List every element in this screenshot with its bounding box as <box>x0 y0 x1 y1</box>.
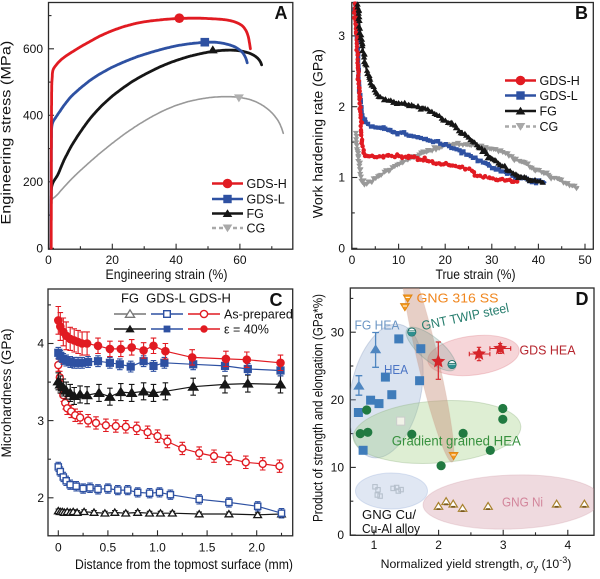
svg-text:1: 1 <box>338 171 345 185</box>
svg-text:Engineering stress (MPa): Engineering stress (MPa) <box>0 41 14 225</box>
svg-text:True strain (%): True strain (%) <box>436 267 516 282</box>
svg-text:20: 20 <box>106 253 120 267</box>
svg-text:FG HEA: FG HEA <box>355 319 401 333</box>
svg-text:GDS-L: GDS-L <box>247 192 285 206</box>
svg-text:Product of strength and elonga: Product of strength and elongation (GPa*… <box>311 294 326 522</box>
svg-text:Work hardening rate (GPa): Work hardening rate (GPa) <box>311 49 326 218</box>
svg-text:4: 4 <box>37 337 44 351</box>
svg-text:FG: FG <box>121 291 139 306</box>
svg-text:2: 2 <box>37 491 44 505</box>
svg-text:GDS-L: GDS-L <box>146 291 186 306</box>
svg-text:Cu-Al alloy: Cu-Al alloy <box>362 522 421 536</box>
svg-text:Engineering strain (%): Engineering strain (%) <box>106 267 228 282</box>
svg-text:0: 0 <box>45 253 52 267</box>
svg-text:2.0: 2.0 <box>248 541 265 555</box>
svg-text:GNG Cu/: GNG Cu/ <box>362 508 417 522</box>
svg-text:1.5: 1.5 <box>199 541 216 555</box>
svg-text:40: 40 <box>532 253 546 267</box>
svg-text:40: 40 <box>169 253 183 267</box>
svg-text:3: 3 <box>338 29 345 43</box>
svg-text:10: 10 <box>392 253 406 267</box>
svg-text:3: 3 <box>37 414 44 428</box>
svg-text:GDS HEA: GDS HEA <box>520 343 576 358</box>
svg-text:Gradient grained HEA: Gradient grained HEA <box>392 434 521 449</box>
svg-text:GNG 316 SS: GNG 316 SS <box>417 292 499 306</box>
svg-text:As-prepared: As-prepared <box>224 307 293 321</box>
svg-text:600: 600 <box>23 42 43 56</box>
svg-text:ε = 40%: ε = 40% <box>224 322 269 336</box>
svg-text:B: B <box>575 3 588 23</box>
svg-text:50: 50 <box>578 253 592 267</box>
svg-text:200: 200 <box>23 175 43 189</box>
svg-text:GDS-H: GDS-H <box>540 74 580 88</box>
svg-text:400: 400 <box>23 109 43 123</box>
svg-text:CG: CG <box>247 221 266 235</box>
svg-text:10: 10 <box>331 461 345 475</box>
svg-text:FG: FG <box>540 104 557 118</box>
svg-text:4: 4 <box>564 538 571 552</box>
svg-text:C: C <box>270 290 283 310</box>
svg-text:FG: FG <box>247 207 264 221</box>
svg-text:Distance from the topmost surf: Distance from the topmost surface (mm) <box>75 557 293 572</box>
svg-text:3: 3 <box>500 538 507 552</box>
svg-text:2: 2 <box>435 538 442 552</box>
svg-text:20: 20 <box>439 253 453 267</box>
svg-text:GDS-H: GDS-H <box>247 177 287 191</box>
svg-text:HEA: HEA <box>384 362 408 377</box>
svg-text:0: 0 <box>36 242 43 256</box>
svg-text:0.5: 0.5 <box>100 541 117 555</box>
svg-text:0: 0 <box>337 528 344 542</box>
svg-text:30: 30 <box>331 325 345 339</box>
svg-text:GDS-H: GDS-H <box>189 291 231 306</box>
svg-text:A: A <box>275 3 288 23</box>
svg-text:D: D <box>576 289 589 309</box>
svg-text:0: 0 <box>338 242 345 256</box>
svg-text:GNG Ni: GNG Ni <box>502 496 543 510</box>
svg-text:1: 1 <box>371 538 378 552</box>
svg-text:Microhardness (GPa): Microhardness (GPa) <box>0 329 14 458</box>
svg-text:0: 0 <box>55 541 62 555</box>
svg-text:20: 20 <box>331 393 345 407</box>
svg-text:60: 60 <box>233 253 247 267</box>
svg-text:1.0: 1.0 <box>149 541 166 555</box>
svg-text:0: 0 <box>349 253 356 267</box>
svg-text:Normalized yield strength, σy: Normalized yield strength, σy (10-3) <box>381 555 572 573</box>
svg-text:2: 2 <box>338 100 345 114</box>
svg-text:30: 30 <box>485 253 499 267</box>
svg-text:GDS-L: GDS-L <box>540 89 578 103</box>
svg-text:CG: CG <box>540 120 559 134</box>
